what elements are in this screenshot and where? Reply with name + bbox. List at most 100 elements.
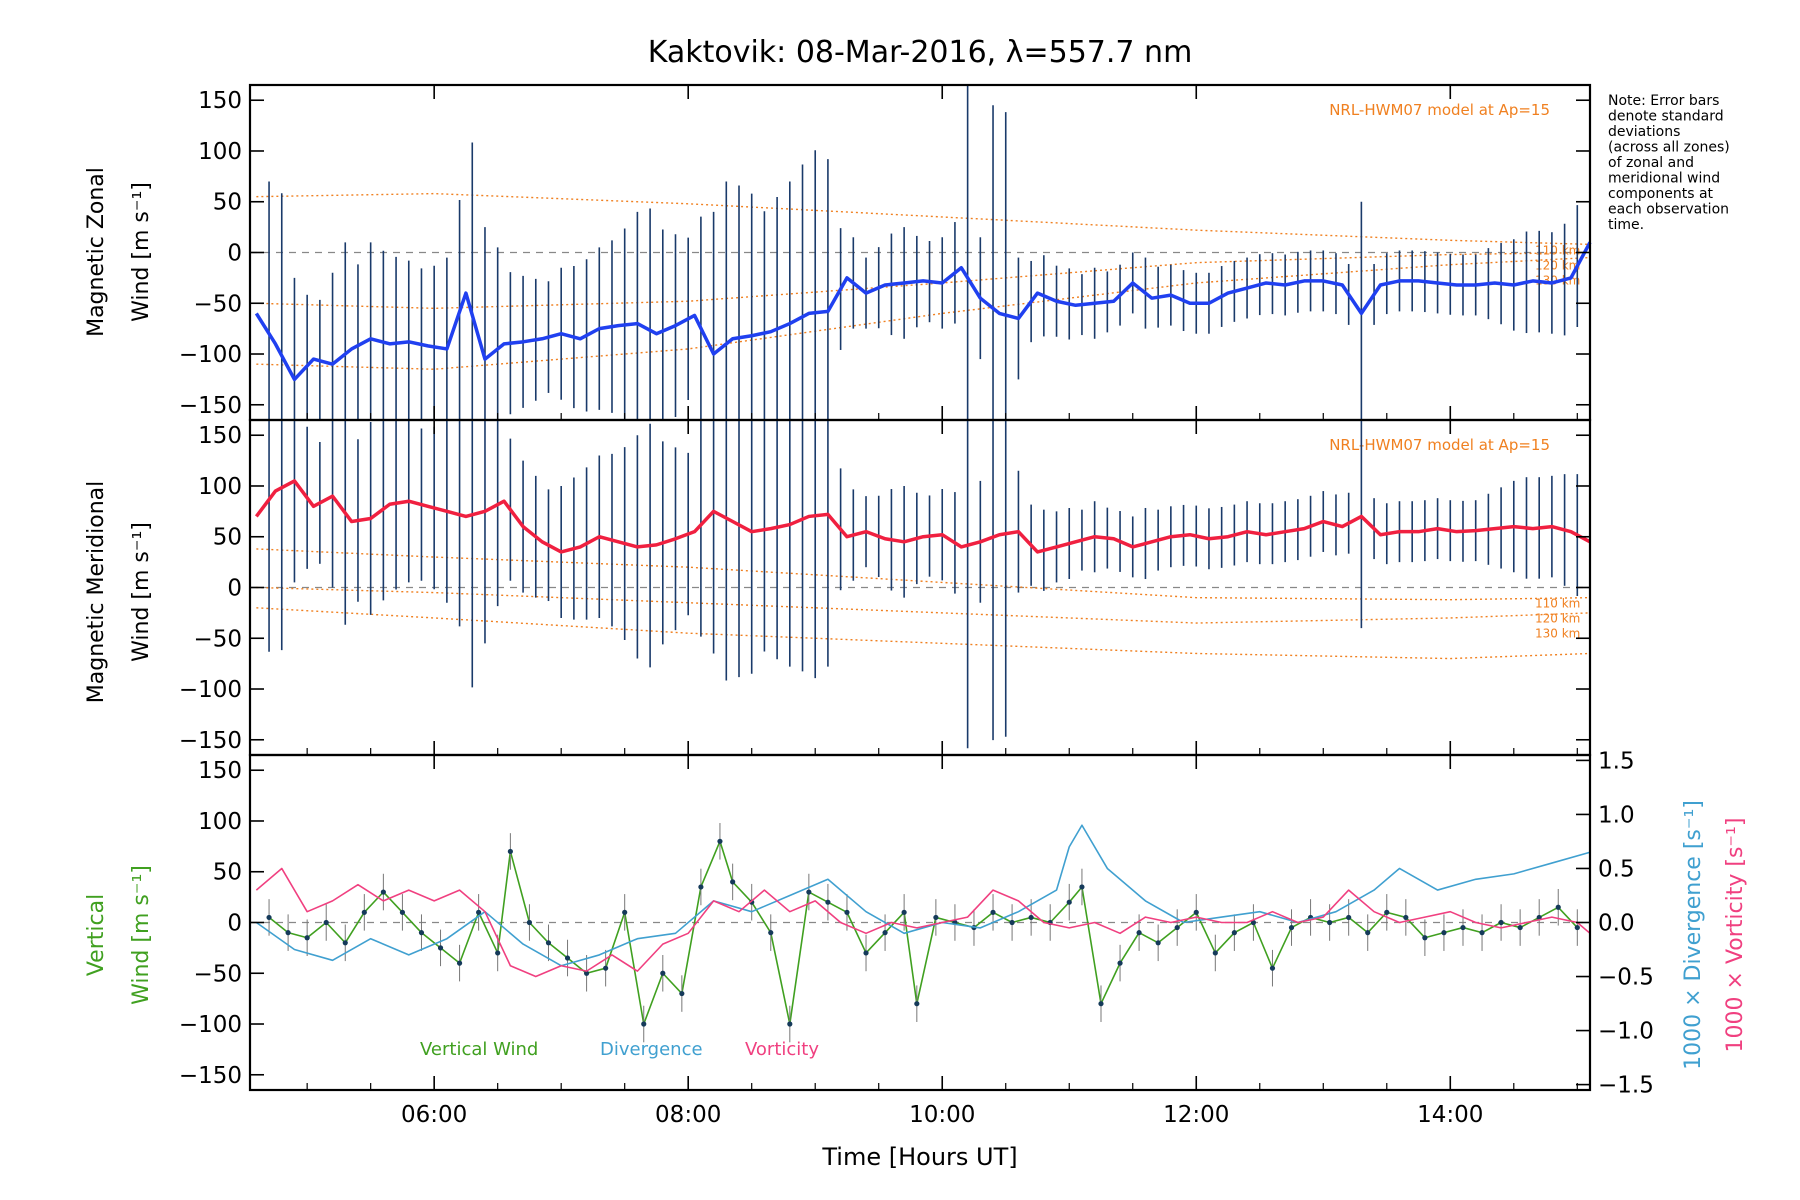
vertical-wind-point bbox=[1193, 909, 1199, 915]
y-tick-label: 50 bbox=[213, 190, 242, 216]
vertical-wind-point bbox=[266, 914, 272, 921]
note-line: denote standard bbox=[1608, 109, 1724, 125]
vertical-wind-point bbox=[603, 965, 609, 971]
vertical-wind-point bbox=[526, 919, 533, 926]
vertical-wind-point bbox=[1269, 965, 1276, 971]
note-line: time. bbox=[1608, 217, 1644, 233]
vertical-wind-point bbox=[1327, 919, 1333, 926]
note-line: Note: Error bars bbox=[1608, 93, 1719, 109]
vertical-wind-point bbox=[1098, 1001, 1104, 1007]
vertical-wind-point bbox=[679, 990, 685, 997]
vertical-wind-point bbox=[698, 884, 704, 890]
y-tick-label: 150 bbox=[198, 88, 242, 114]
y-tick-label: −150 bbox=[179, 393, 242, 419]
vertical-wind-point bbox=[749, 899, 755, 905]
vertical-wind-point bbox=[901, 909, 907, 915]
vertical-wind-point bbox=[583, 970, 590, 976]
legend-entry: Divergence bbox=[600, 1039, 703, 1060]
model-curve bbox=[256, 586, 1591, 624]
y-tick-label: 0 bbox=[227, 241, 242, 267]
vertical-wind-point bbox=[304, 935, 310, 941]
y-tick-label: −50 bbox=[193, 961, 242, 987]
vertical-wind-point bbox=[495, 950, 501, 956]
legend-entry: Vorticity bbox=[745, 1039, 819, 1060]
vertical-wind-point bbox=[1441, 930, 1447, 936]
y-tick-label: 100 bbox=[198, 139, 242, 165]
vertical-wind-point bbox=[717, 838, 723, 844]
y2-tick-label: −0.5 bbox=[1598, 965, 1654, 991]
y2-tick-label: 1.5 bbox=[1598, 748, 1635, 774]
vertical-ylabel-line1: Vertical bbox=[84, 894, 109, 976]
vertical-wind-point bbox=[1517, 924, 1523, 931]
x-tick-label: 06:00 bbox=[401, 1102, 467, 1128]
vertical-wind-point bbox=[882, 930, 888, 936]
vertical-wind-point bbox=[418, 930, 425, 936]
vertical-wind-point bbox=[399, 909, 406, 915]
vertical-wind-point bbox=[844, 909, 850, 915]
meridional-ylabel-line1: Magnetic Meridional bbox=[84, 481, 109, 703]
vertical-wind-point bbox=[863, 950, 869, 956]
meridional-ylabel-line2: Wind [m s⁻¹] bbox=[129, 522, 154, 662]
vertical-wind-point bbox=[1555, 904, 1561, 910]
note-line: of zonal and bbox=[1608, 155, 1694, 171]
vorticity-y2label: 1000 × Vorticity [s⁻¹] bbox=[1723, 818, 1748, 1053]
vertical-wind-point bbox=[1403, 914, 1409, 921]
vertical-wind-point bbox=[1346, 914, 1352, 921]
y-tick-label: −100 bbox=[179, 677, 242, 703]
vertical-wind-point bbox=[361, 909, 367, 915]
x-tick-label: 14:00 bbox=[1417, 1102, 1483, 1128]
y-tick-label: −50 bbox=[193, 291, 242, 317]
zonal-ylabel-line2: Wind [m s⁻¹] bbox=[129, 182, 154, 322]
y2-tick-label: −1.0 bbox=[1598, 1019, 1654, 1045]
y-tick-label: 50 bbox=[213, 525, 242, 551]
y-tick-label: 0 bbox=[227, 576, 242, 602]
vertical-wind-point bbox=[1212, 950, 1218, 956]
vertical-wind-point bbox=[1479, 930, 1485, 936]
vertical-wind-point bbox=[1009, 919, 1015, 926]
vertical-wind-point bbox=[933, 914, 939, 921]
y2-tick-label: −1.5 bbox=[1598, 1073, 1654, 1099]
y2-tick-label: 1.0 bbox=[1598, 802, 1635, 828]
y2-tick-label: 0.5 bbox=[1598, 856, 1635, 882]
vertical-wind-point bbox=[1079, 884, 1085, 890]
vertical-wind-point bbox=[380, 889, 386, 895]
vertical-ylabel-line2: Wind [m s⁻¹] bbox=[129, 865, 154, 1005]
model-curve bbox=[256, 607, 1591, 660]
y-tick-label: −100 bbox=[179, 1012, 242, 1038]
vertical-wind-point bbox=[768, 930, 774, 936]
vertical-wind-point bbox=[564, 955, 571, 961]
note-line: deviations bbox=[1608, 124, 1680, 140]
vertical-wind-point bbox=[660, 970, 666, 976]
y-tick-label: 0 bbox=[227, 911, 242, 937]
vertical-wind-point bbox=[476, 909, 482, 915]
y-tick-label: −50 bbox=[193, 626, 242, 652]
y2-tick-label: 0.0 bbox=[1598, 911, 1635, 937]
vertical-wind-point bbox=[641, 1021, 647, 1027]
chart-title: Kaktovik: 08-Mar-2016, λ=557.7 nm bbox=[648, 35, 1193, 70]
vertical-wind-point bbox=[1117, 960, 1123, 966]
model-alt-label: 110 km bbox=[1535, 243, 1580, 257]
vertical-wind-point bbox=[1384, 909, 1390, 915]
vertical-wind-point bbox=[914, 1001, 920, 1007]
vertical-wind-point bbox=[1288, 924, 1295, 931]
vertical-wind-point bbox=[1136, 930, 1142, 936]
divergence-y2label: 1000 × Divergence [s⁻¹] bbox=[1681, 800, 1706, 1070]
model-alt-label: 130 km bbox=[1535, 627, 1580, 641]
legend-entry: Vertical Wind bbox=[420, 1039, 538, 1060]
vertical-wind-point bbox=[1422, 935, 1428, 941]
vertical-wind-point bbox=[285, 930, 291, 936]
vertical-wind-point bbox=[1365, 930, 1371, 936]
zonal-wind-line bbox=[254, 241, 1592, 382]
model-label: NRL-HWM07 model at Ap=15 bbox=[1329, 436, 1550, 454]
y-tick-label: 150 bbox=[198, 758, 242, 784]
vertical-wind-point bbox=[437, 945, 444, 951]
vertical-wind-point bbox=[507, 848, 513, 855]
vertical-wind-point bbox=[1231, 930, 1237, 936]
meridional-wind-line bbox=[254, 479, 1591, 554]
vertical-wind-point bbox=[545, 940, 552, 946]
y-tick-label: 100 bbox=[198, 809, 242, 835]
